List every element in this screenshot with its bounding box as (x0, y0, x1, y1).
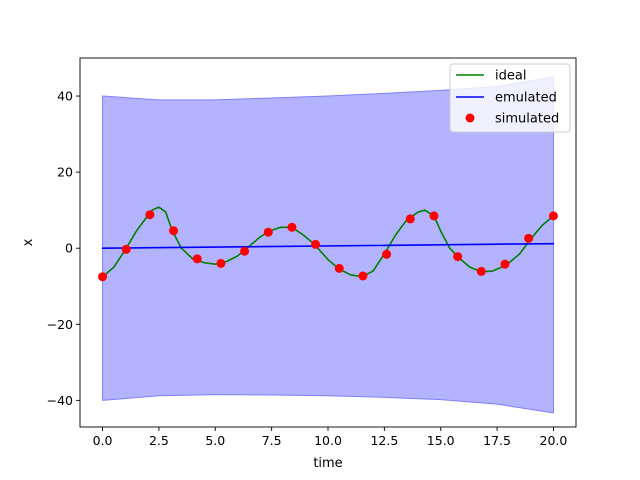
uncertainty-band-layer (102, 76, 554, 414)
simulated-point (311, 239, 321, 249)
legend-emulated-label: emulated (495, 91, 557, 106)
x-tick-label: 7.5 (262, 433, 282, 448)
simulated-point (382, 249, 392, 259)
scatter-layer (98, 210, 558, 282)
y-tick-label: −20 (47, 317, 73, 332)
series-line-ideal (101, 206, 555, 278)
y-axis-label: x (21, 238, 36, 246)
simulated-point (429, 211, 439, 221)
legend-simulated-swatch (465, 113, 475, 123)
simulated-point (358, 271, 368, 281)
simulated-point (192, 254, 202, 264)
legend-box (449, 63, 571, 133)
x-tick-label: 10.0 (314, 433, 342, 448)
x-tick-label: 2.5 (149, 433, 169, 448)
x-tick-label: 15.0 (427, 433, 455, 448)
emulated-uncertainty-band (102, 76, 554, 414)
x-tick-label: 17.5 (483, 433, 511, 448)
simulated-point (240, 246, 250, 256)
x-axis-ticks: 0.0 2.5 5.0 7.5 10.0 12.5 15.0 17.5 20.0 (93, 427, 568, 448)
simulated-point (405, 214, 415, 224)
simulated-point (476, 266, 486, 276)
simulated-point (548, 211, 558, 221)
series-layer (101, 206, 555, 278)
series-line-emulated (101, 242, 555, 250)
simulated-point (453, 252, 463, 262)
simulated-point (263, 227, 273, 237)
simulated-point (216, 258, 226, 268)
x-tick-label: 5.0 (205, 433, 225, 448)
simulated-point (169, 226, 179, 236)
simulated-point (121, 244, 131, 254)
simulated-point (524, 233, 534, 243)
y-tick-label: −40 (47, 393, 73, 408)
legend: ideal emulated simulated (449, 63, 571, 133)
y-tick-label: 0 (65, 241, 73, 256)
simulated-point (500, 259, 510, 269)
y-axis-ticks: −40 −20 0 20 40 (47, 89, 80, 408)
simulated-point (334, 263, 344, 273)
legend-ideal-label: ideal (495, 69, 526, 84)
x-tick-label: 12.5 (370, 433, 398, 448)
x-tick-label: 0.0 (93, 433, 113, 448)
simulated-point (98, 272, 108, 282)
y-tick-label: 40 (57, 89, 73, 104)
simulated-point (287, 222, 297, 232)
legend-simulated-label: simulated (495, 112, 559, 127)
x-tick-label: 20.0 (540, 433, 568, 448)
y-tick-label: 20 (57, 165, 73, 180)
x-axis-label: time (313, 456, 342, 471)
simulated-point (145, 210, 155, 220)
